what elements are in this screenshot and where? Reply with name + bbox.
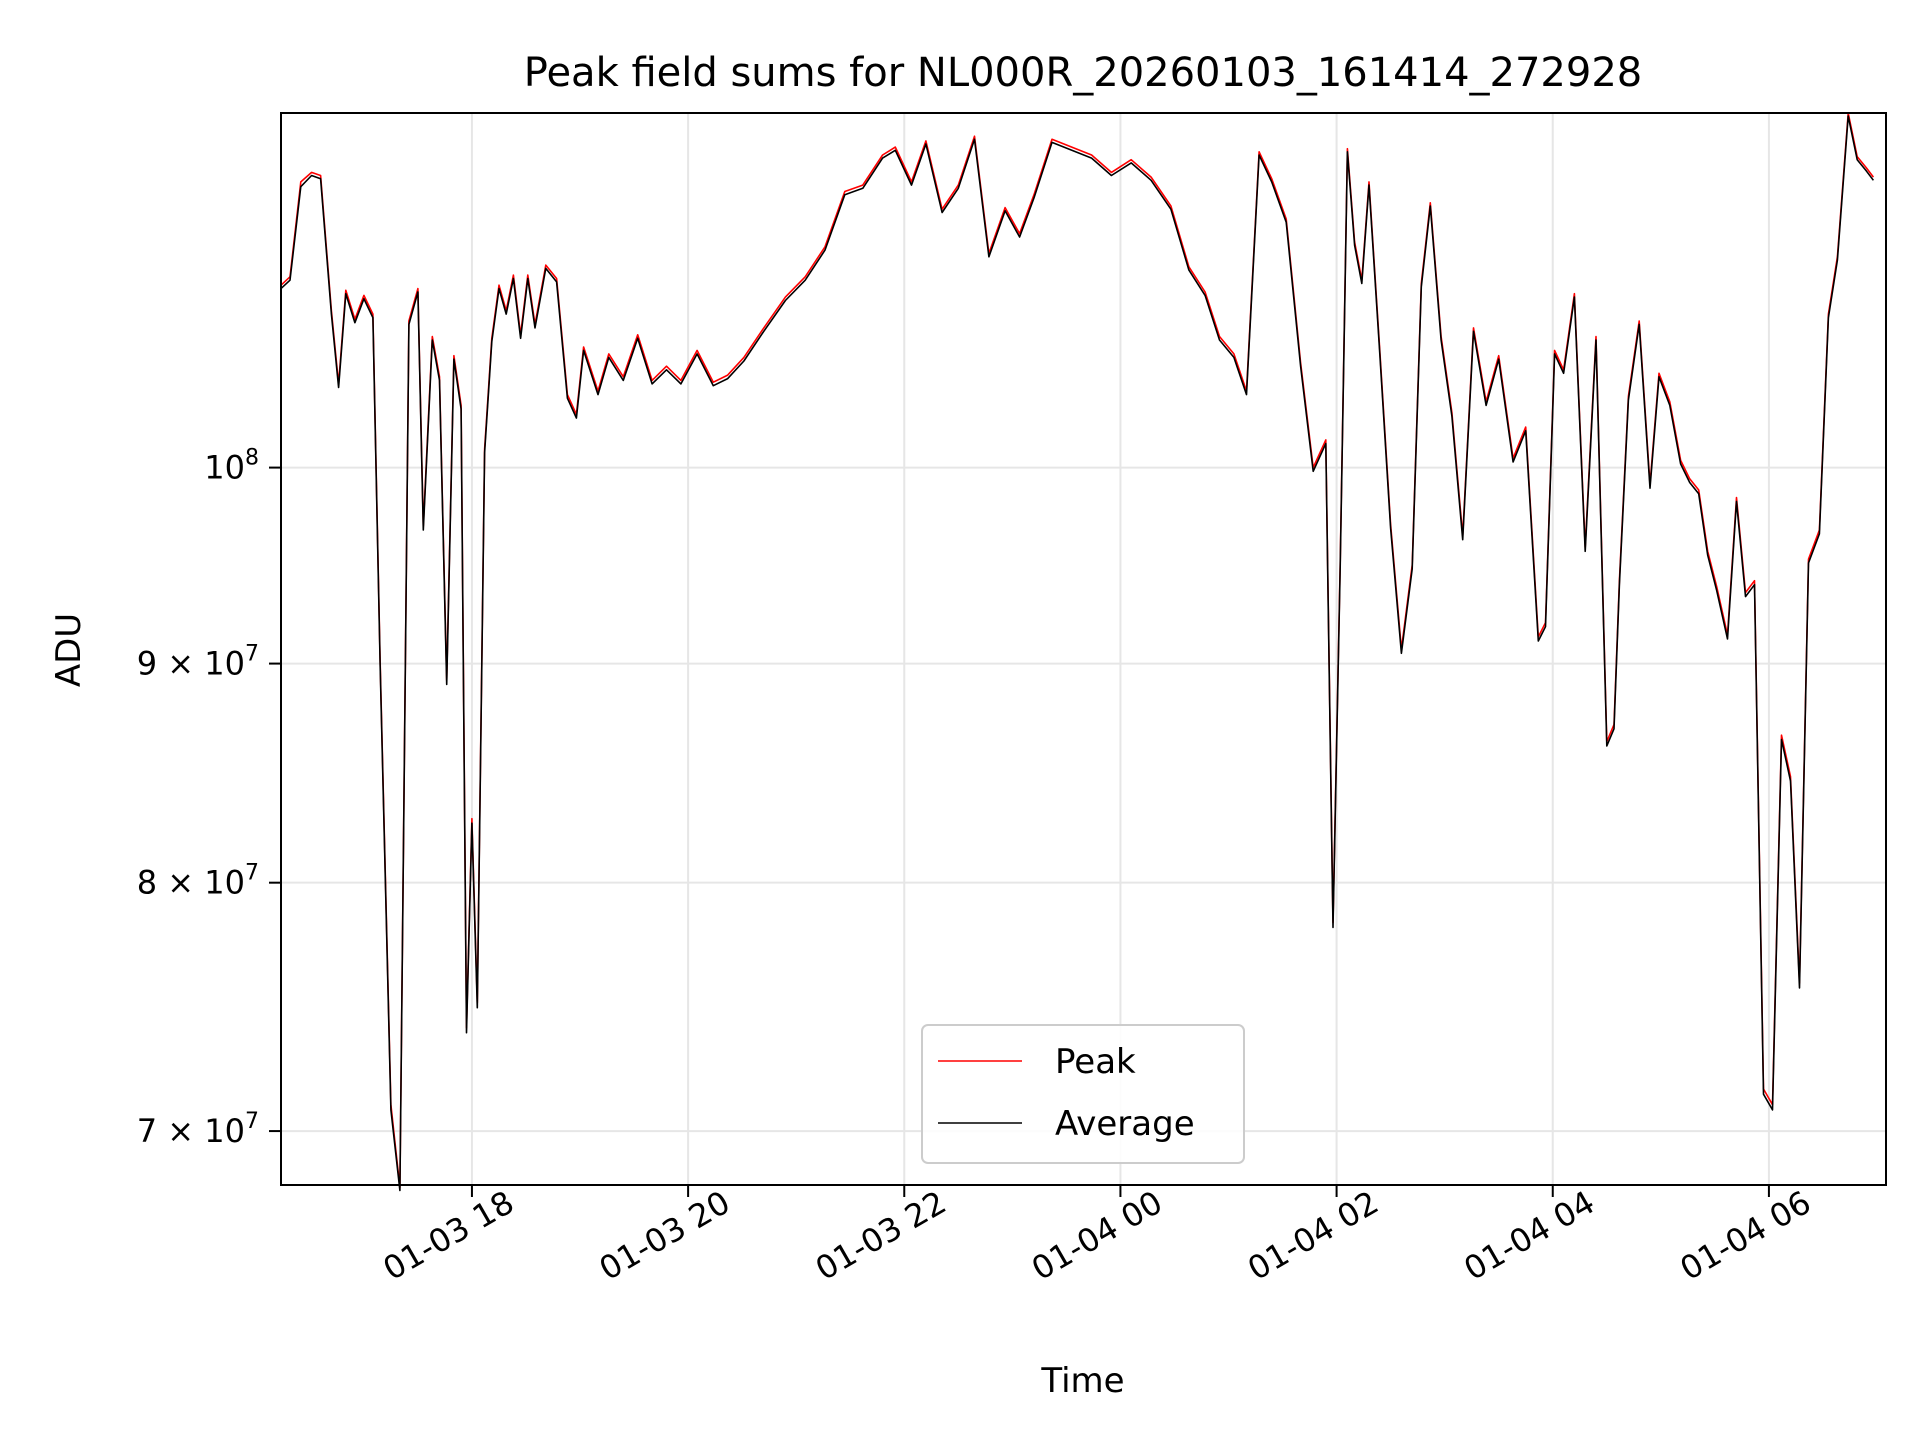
grid: [281, 113, 1886, 1185]
legend-box: [921, 1024, 1245, 1164]
series-layer: [280, 112, 1875, 1192]
legend-peak-label: Peak: [1055, 1042, 1136, 1082]
chart-title: Peak field sums for NL000R_20260103_1614…: [524, 50, 1642, 96]
y-tick-label: 108: [204, 446, 259, 487]
y-tick-label: 9 × 107: [137, 642, 259, 683]
y-axis-label: ADU: [49, 613, 89, 687]
y-axis: 7 × 107 8 × 107 9 × 107 108: [137, 446, 281, 1150]
legend: Peak Average: [921, 1024, 1245, 1164]
y-tick-label: 7 × 107: [137, 1109, 259, 1150]
series-line-average: [280, 115, 1875, 1192]
y-tick-label: 8 × 107: [137, 861, 259, 902]
legend-average-label: Average: [1055, 1104, 1195, 1144]
x-axis-label: Time: [1040, 1361, 1124, 1401]
plot-frame: [280, 112, 1887, 1186]
